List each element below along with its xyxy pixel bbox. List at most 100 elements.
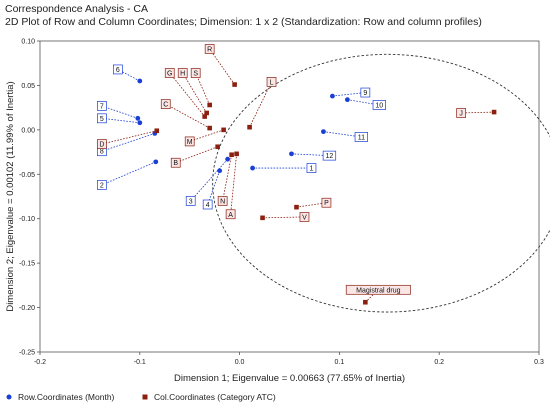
plot-frame <box>39 40 540 353</box>
label-text: V <box>302 214 307 221</box>
point-label: G <box>164 68 175 78</box>
y-tick-label: -0.15 <box>19 261 35 268</box>
leader-line <box>230 153 238 215</box>
label-box <box>177 68 188 78</box>
circle-marker-icon <box>6 392 12 402</box>
label-text: 4 <box>206 202 210 209</box>
data-point-col <box>154 128 160 134</box>
label-box <box>160 99 171 109</box>
label-text: 2 <box>100 182 104 189</box>
label-box <box>97 113 107 124</box>
data-point-col <box>294 204 299 210</box>
point-label: 3 <box>185 196 196 206</box>
label-box <box>112 64 123 75</box>
leader-line <box>101 105 138 119</box>
label-box <box>306 163 317 173</box>
label-box <box>225 209 236 220</box>
data-point-row <box>330 93 335 99</box>
leader-line <box>222 154 233 202</box>
label-text: B <box>173 160 178 167</box>
label-box <box>360 87 371 98</box>
point-label: 4 <box>202 199 213 210</box>
label-box <box>190 68 201 78</box>
point-label: A <box>225 209 236 220</box>
leader-line <box>165 103 210 129</box>
label-box <box>372 100 386 110</box>
point-label: 7 <box>97 101 107 111</box>
leader-line <box>461 111 495 114</box>
label-box <box>170 157 181 168</box>
data-point-col <box>207 102 212 108</box>
y-tick-label: -0.10 <box>19 216 35 223</box>
x-tick-label: 0.0 <box>235 359 245 366</box>
point-label: P <box>321 197 332 208</box>
y-tick-label: -0.05 <box>19 172 35 179</box>
label-text: L <box>270 79 274 86</box>
label-box <box>202 199 213 210</box>
leader-line <box>323 131 362 138</box>
point-label: H <box>177 68 188 78</box>
label-box <box>299 212 310 222</box>
label-box <box>217 196 228 206</box>
data-point-col <box>232 82 237 87</box>
x-axis-label: Dimension 1; Eigenvalue = 0.00663 (77.65… <box>174 373 405 384</box>
point-label: 9 <box>360 87 371 98</box>
label-box <box>321 197 332 208</box>
data-point-col <box>202 114 207 119</box>
label-text: 11 <box>358 134 365 141</box>
x-tick-label: -0.1 <box>134 359 146 366</box>
data-point-col <box>363 299 368 305</box>
leader-line <box>249 81 272 128</box>
legend-item-col: Col.Coordinates (Category ATC) <box>142 392 276 402</box>
data-point-row <box>153 159 159 165</box>
label-text: Magistral drug <box>356 287 400 294</box>
x-tick-label: -0.2 <box>34 359 46 366</box>
point-label: 1 <box>306 163 317 173</box>
data-point-row <box>137 78 143 84</box>
point-label: D <box>97 139 107 149</box>
point-label: J <box>456 108 467 118</box>
label-text: C <box>163 102 168 109</box>
y-tick-label: 0.00 <box>21 127 35 134</box>
point-label: 2 <box>97 180 107 190</box>
label-text: A <box>228 212 233 219</box>
label-text: 5 <box>100 116 104 123</box>
data-point-col <box>207 125 212 131</box>
label-box <box>354 132 369 142</box>
leader-line <box>117 69 140 82</box>
point-label: 5 <box>97 113 107 124</box>
label-text: 10 <box>375 102 383 109</box>
data-point-row <box>135 115 141 121</box>
label-box <box>97 180 107 190</box>
leader-line <box>175 146 218 164</box>
legend-item-row: Row.Coordinates (Month) <box>6 392 114 402</box>
leader-line <box>332 92 366 97</box>
square-marker-icon <box>142 392 148 402</box>
legend-label-col: Col.Coordinates (Category ATC) <box>154 392 276 402</box>
label-text: G <box>167 70 172 77</box>
label-box <box>345 284 411 295</box>
leader-line <box>101 130 157 145</box>
point-label: M <box>184 136 195 147</box>
y-axis-label: Dimension 2; Eigenvalue = 0.00102 (11.99… <box>5 81 16 311</box>
label-box <box>97 101 107 111</box>
point-label: 6 <box>112 64 123 75</box>
data-point-row <box>225 156 231 162</box>
point-label: 10 <box>372 100 386 110</box>
x-tick-label: 0.3 <box>534 359 544 366</box>
data-point-col <box>204 110 209 116</box>
data-point-row <box>344 97 350 103</box>
leader-line <box>101 133 155 152</box>
data-point-row <box>250 165 255 171</box>
point-label: C <box>160 99 171 109</box>
label-text: 12 <box>326 153 334 160</box>
point-label: Magistral drug <box>345 284 411 295</box>
x-tick-label: 0.2 <box>434 359 444 366</box>
y-tick-label: -0.25 <box>19 350 35 357</box>
chart-title: Correspondence Analysis - CA <box>5 3 148 15</box>
label-box <box>185 196 196 206</box>
leader-line <box>296 202 327 208</box>
label-text: H <box>180 70 185 77</box>
y-tick-label: 0.05 <box>21 83 35 90</box>
label-text: P <box>324 200 329 207</box>
